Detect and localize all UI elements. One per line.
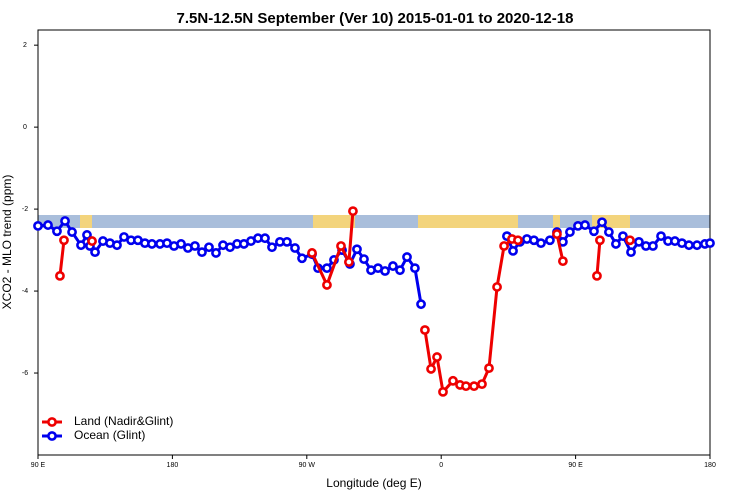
x-axis-label: Longitude (deg E) <box>326 476 421 490</box>
point <box>176 239 186 249</box>
point <box>426 364 436 374</box>
legend-marker <box>47 431 57 441</box>
x-tick-label: 90 E <box>31 462 46 469</box>
point <box>626 247 636 258</box>
point <box>592 271 602 281</box>
point <box>60 216 70 226</box>
legend-label: Land (Nadir&Glint) <box>74 414 173 428</box>
point <box>33 221 43 231</box>
point <box>82 230 92 240</box>
point <box>352 244 362 255</box>
point <box>634 236 644 247</box>
ocean-band <box>38 215 710 228</box>
y-axis-label: XCO2 - MLO trend (ppm) <box>0 175 14 310</box>
point <box>508 246 518 256</box>
point <box>648 241 658 251</box>
point <box>565 227 575 237</box>
point <box>52 226 62 237</box>
point <box>55 271 65 281</box>
point <box>469 381 479 392</box>
point <box>420 325 430 335</box>
point <box>410 263 420 274</box>
point <box>260 233 270 244</box>
point <box>416 299 426 310</box>
point <box>536 238 546 249</box>
point <box>380 266 390 276</box>
point <box>545 235 555 246</box>
x-tick-label: 90 E <box>568 462 583 469</box>
legend-label: Ocean (Glint) <box>74 428 145 442</box>
x-tick-label: 180 <box>167 462 179 469</box>
point <box>307 248 317 258</box>
point <box>618 231 628 242</box>
chart-title: 7.5N-12.5N September (Ver 10) 2015-01-01… <box>177 10 574 27</box>
y-tick-label: -6 <box>22 370 28 377</box>
y-tick-label: 2 <box>23 42 27 49</box>
point <box>147 239 157 249</box>
point <box>112 240 122 251</box>
point <box>43 220 53 230</box>
point <box>558 236 568 247</box>
point <box>90 247 100 258</box>
x-tick-label: 90 W <box>299 462 316 469</box>
point <box>611 239 621 249</box>
point <box>484 363 494 374</box>
point <box>344 257 354 267</box>
y-tick-label: 0 <box>23 124 27 131</box>
point <box>395 265 405 276</box>
point <box>67 227 77 237</box>
point <box>625 235 635 246</box>
land-band <box>80 215 630 228</box>
point <box>656 231 666 242</box>
point <box>190 241 200 251</box>
point <box>448 375 458 386</box>
point <box>348 206 358 217</box>
point <box>211 248 221 258</box>
point <box>432 352 442 362</box>
point <box>492 282 502 292</box>
point <box>359 254 369 264</box>
point <box>322 263 332 274</box>
y-tick-label: -2 <box>22 206 28 213</box>
point <box>589 226 599 237</box>
point <box>604 227 614 237</box>
x-tick-label: 180 <box>704 462 716 469</box>
point <box>388 261 398 271</box>
point <box>580 220 590 230</box>
point <box>59 235 69 246</box>
point <box>692 240 702 251</box>
point <box>513 235 523 246</box>
point <box>684 240 694 251</box>
point <box>297 253 307 264</box>
point <box>597 217 607 228</box>
point <box>76 240 86 251</box>
point <box>290 243 300 253</box>
point <box>558 256 568 267</box>
point <box>402 252 412 262</box>
point <box>595 235 605 246</box>
point <box>552 229 562 239</box>
point <box>197 247 207 258</box>
point <box>204 242 214 253</box>
point <box>477 379 487 389</box>
legend-marker <box>47 417 57 427</box>
point <box>438 386 448 397</box>
point <box>499 241 509 251</box>
point <box>322 280 332 290</box>
x-tick-label: 0 <box>439 462 443 469</box>
point <box>336 241 346 251</box>
point <box>705 238 715 249</box>
point <box>87 236 97 246</box>
y-tick-label: -4 <box>22 288 28 295</box>
point <box>461 381 471 392</box>
point <box>267 242 277 253</box>
point <box>282 236 292 247</box>
